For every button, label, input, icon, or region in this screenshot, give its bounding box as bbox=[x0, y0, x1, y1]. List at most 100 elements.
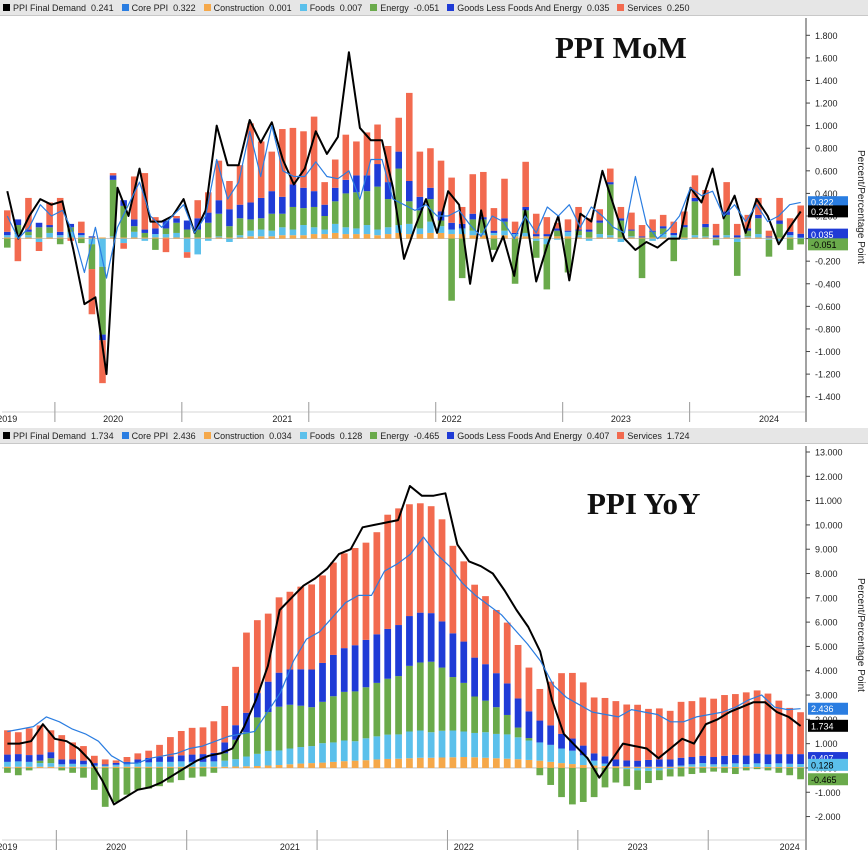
bar-segment bbox=[655, 770, 663, 781]
end-value-text: 0.407 bbox=[811, 754, 834, 764]
end-value-text: -0.051 bbox=[811, 240, 837, 250]
end-value-box bbox=[808, 228, 848, 241]
bar-segment bbox=[554, 222, 561, 229]
bar-segment bbox=[623, 704, 631, 761]
bar-segment bbox=[786, 231, 794, 236]
legend-value: 0.035 bbox=[586, 2, 610, 13]
bar-segment bbox=[490, 230, 498, 233]
bar-segment bbox=[645, 708, 652, 760]
bar-segment bbox=[25, 229, 32, 232]
bar-segment bbox=[634, 760, 641, 767]
bar-segment bbox=[522, 232, 529, 237]
bar-segment bbox=[427, 221, 434, 233]
bar-segment bbox=[4, 238, 11, 248]
bar-segment bbox=[221, 705, 229, 743]
bar-segment bbox=[569, 750, 576, 765]
legend-label: PPI Final Demand bbox=[13, 2, 87, 13]
bar-segment bbox=[564, 219, 572, 231]
bar-segment bbox=[167, 737, 174, 757]
bar-segment bbox=[353, 141, 360, 176]
legend-item: PPI Final Demand 1.734 bbox=[3, 431, 114, 441]
bar-segment bbox=[458, 234, 466, 239]
bar-segment bbox=[123, 767, 131, 795]
bar-segment bbox=[742, 692, 750, 756]
bar-segment bbox=[109, 173, 117, 176]
bar-segment bbox=[579, 755, 587, 766]
bar-segment bbox=[340, 553, 348, 649]
end-value-text: 0.322 bbox=[811, 198, 834, 208]
bar-segment bbox=[710, 698, 718, 758]
bar-segment bbox=[617, 238, 625, 242]
x-tick-label: 2020 bbox=[106, 842, 126, 852]
bar-segment bbox=[152, 238, 159, 250]
bar-segment bbox=[177, 767, 185, 781]
end-value-text: 1.734 bbox=[811, 721, 834, 731]
bar-segment bbox=[58, 766, 66, 768]
end-value-label: 0.128 bbox=[808, 758, 848, 771]
bar-segment bbox=[732, 767, 739, 775]
bar-segment bbox=[210, 766, 218, 768]
bar-segment bbox=[36, 763, 44, 767]
bar-segment bbox=[733, 223, 741, 236]
bar-segment bbox=[786, 707, 794, 755]
bar-segment bbox=[46, 237, 53, 239]
bar-segment bbox=[58, 767, 66, 771]
bar-segment bbox=[482, 757, 489, 768]
legend-swatch bbox=[447, 432, 455, 439]
bar-segment bbox=[289, 235, 297, 239]
bar-segment bbox=[156, 767, 163, 787]
bar-segment bbox=[319, 662, 326, 702]
bar-segment bbox=[69, 767, 76, 773]
bar-segment bbox=[575, 230, 582, 236]
bar-segment bbox=[536, 720, 544, 743]
bar-segment bbox=[14, 767, 22, 776]
bar-segment bbox=[480, 235, 487, 239]
bar-segment bbox=[236, 237, 244, 239]
bar-segment bbox=[384, 734, 392, 759]
bar-segment bbox=[215, 200, 223, 214]
bar-segment bbox=[297, 705, 305, 748]
bar-segment bbox=[677, 701, 685, 758]
bar-segment bbox=[681, 238, 688, 240]
bar-segment bbox=[47, 758, 55, 764]
bar-segment bbox=[205, 222, 212, 238]
legend-value: 1.734 bbox=[91, 430, 114, 441]
bar-segment bbox=[210, 752, 218, 762]
bar-segment bbox=[721, 767, 728, 773]
bar-segment bbox=[275, 750, 283, 766]
bar-segment bbox=[319, 762, 326, 768]
bar-segment bbox=[374, 164, 381, 187]
bar-segment bbox=[460, 641, 468, 683]
bar-segment bbox=[134, 766, 142, 768]
bar-segment bbox=[532, 234, 540, 237]
bar-segment bbox=[612, 766, 620, 768]
bar-segment bbox=[511, 234, 519, 237]
bar-segment bbox=[275, 765, 283, 768]
bar-segment bbox=[628, 230, 635, 237]
bar-segment bbox=[655, 767, 663, 771]
y-tick-label: 4.000 bbox=[815, 666, 838, 676]
bar-segment bbox=[525, 738, 533, 741]
end-value-text: -0.465 bbox=[811, 775, 837, 785]
bar-segment bbox=[342, 134, 350, 180]
bar-segment bbox=[579, 767, 587, 802]
bar-segment bbox=[525, 759, 533, 768]
bar-segment bbox=[109, 236, 117, 238]
bar-segment bbox=[579, 745, 587, 756]
bar-segment bbox=[188, 754, 196, 762]
bar-segment bbox=[310, 234, 318, 239]
bar-segment bbox=[162, 220, 170, 229]
bar-segment bbox=[221, 742, 229, 754]
end-value-text: 2.436 bbox=[811, 704, 834, 714]
bar-segment bbox=[564, 230, 572, 232]
bar-segment bbox=[525, 711, 533, 739]
bar-segment bbox=[300, 235, 307, 239]
bar-segment bbox=[569, 764, 576, 768]
bar-segment bbox=[243, 732, 250, 757]
bar-segment bbox=[612, 759, 620, 767]
bar-segment bbox=[101, 764, 109, 766]
bar-segment bbox=[226, 209, 233, 227]
bar-segment bbox=[156, 761, 163, 767]
bar-segment bbox=[786, 766, 794, 768]
bar-segment bbox=[342, 234, 350, 239]
